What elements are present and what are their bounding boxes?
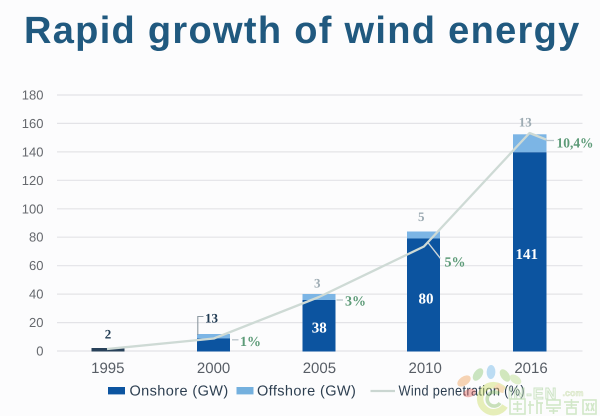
svg-text:Rapid growth of wind energy: Rapid growth of wind energy (24, 10, 581, 52)
svg-text:60: 60 (29, 258, 43, 273)
svg-text:10,4%: 10,4% (557, 137, 594, 152)
svg-text:40: 40 (29, 287, 43, 302)
svg-text:3%: 3% (345, 295, 366, 310)
svg-text:180: 180 (22, 88, 44, 103)
svg-text:Wind penetration (%): Wind penetration (%) (399, 384, 526, 400)
svg-text:160: 160 (22, 116, 44, 131)
svg-text:2005: 2005 (303, 360, 336, 377)
svg-text:2016: 2016 (514, 360, 547, 377)
svg-text:120: 120 (22, 173, 44, 188)
svg-text:80: 80 (419, 292, 434, 308)
svg-text:5%: 5% (445, 256, 466, 271)
svg-text:38: 38 (312, 321, 327, 337)
svg-text:1995: 1995 (91, 360, 124, 377)
svg-text:13: 13 (205, 311, 219, 326)
svg-text:2: 2 (105, 327, 112, 342)
svg-text:.com: .com (563, 388, 584, 398)
svg-text:140: 140 (22, 144, 44, 159)
svg-text:Offshore (GW): Offshore (GW) (257, 384, 356, 400)
svg-text:5: 5 (418, 209, 425, 224)
svg-text:Onshore (GW): Onshore (GW) (130, 384, 229, 400)
svg-text:2000: 2000 (197, 360, 230, 377)
svg-text:13: 13 (519, 115, 533, 130)
svg-text:3: 3 (314, 276, 321, 291)
svg-text:2010: 2010 (409, 360, 442, 377)
svg-text:100: 100 (22, 201, 44, 216)
svg-text:1%: 1% (240, 335, 261, 350)
svg-text:141: 141 (515, 247, 538, 263)
svg-text:IN-EN: IN-EN (508, 386, 558, 403)
svg-text:20: 20 (29, 315, 43, 330)
svg-text:80: 80 (29, 230, 43, 245)
svg-text:0: 0 (36, 344, 43, 359)
